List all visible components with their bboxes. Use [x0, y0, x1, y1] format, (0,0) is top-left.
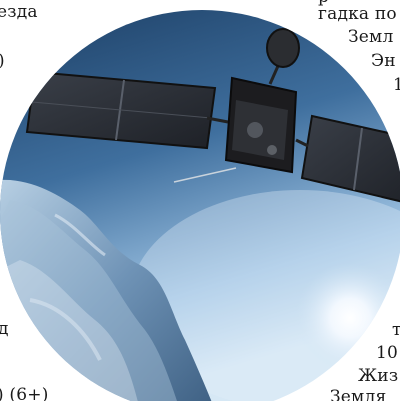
right-text-line-1: р: [318, 0, 329, 7]
left-text-line-1: езда: [0, 2, 38, 22]
antenna-dish-icon: [266, 28, 300, 68]
right-text-line-5: 1: [393, 75, 400, 95]
right-text-line-6: т: [392, 320, 400, 340]
right-text-line-2: гадка по: [318, 4, 397, 24]
left-text-line-2: ): [0, 52, 5, 71]
right-text-line-4: Эн: [371, 51, 396, 71]
right-text-line-3: Земл: [348, 27, 394, 47]
sun-glare-icon: [295, 263, 400, 373]
right-text-line-7: 10: [376, 343, 399, 363]
left-text-line-3: д: [0, 319, 9, 339]
right-text-line-8: Жиз: [358, 366, 399, 386]
left-text-line-4: ) (6+): [0, 385, 49, 401]
right-text-line-9: Земля: [330, 387, 387, 401]
